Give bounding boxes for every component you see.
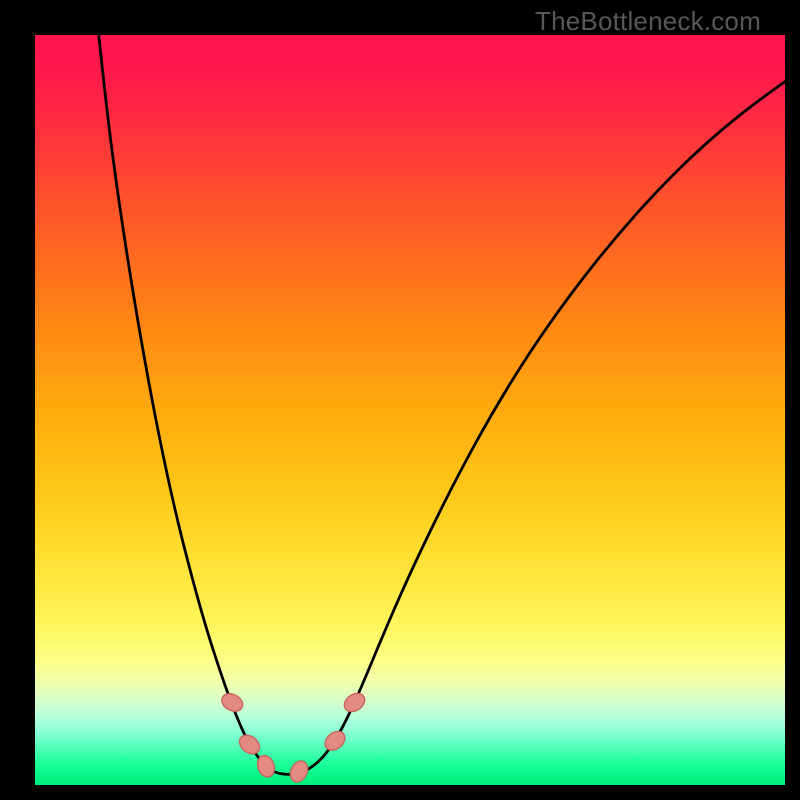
curve-overlay — [35, 35, 785, 785]
plot-area — [35, 35, 785, 785]
highlight-marker — [287, 758, 311, 785]
watermark-text: TheBottleneck.com — [535, 6, 761, 37]
highlight-marker — [341, 690, 368, 716]
highlight-markers — [219, 690, 368, 785]
chart-container: TheBottleneck.com — [0, 0, 800, 800]
highlight-marker — [236, 731, 263, 757]
highlight-marker — [321, 728, 348, 754]
highlight-marker — [219, 690, 246, 714]
bottleneck-curve — [99, 35, 785, 774]
